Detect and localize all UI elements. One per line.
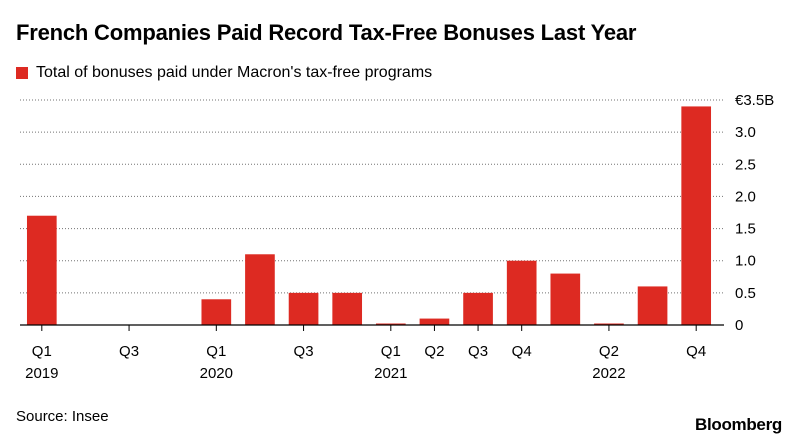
x-tick-year: 2019 [25, 365, 58, 382]
source-note: Source: Insee [16, 408, 109, 425]
x-tick-label: Q3 [294, 343, 314, 360]
bar [637, 286, 668, 325]
legend-label: Total of bonuses paid under Macron's tax… [36, 64, 433, 81]
legend-swatch [16, 67, 28, 79]
y-tick-label: 0 [735, 317, 743, 334]
bar [332, 292, 363, 325]
y-tick-label: 0.5 [735, 285, 756, 302]
bar [463, 292, 493, 325]
y-tick-label: 1.5 [735, 221, 756, 238]
x-tick-label: Q3 [468, 343, 488, 360]
y-tick-label: €3.5B [735, 92, 774, 109]
x-tick-year: 2022 [592, 365, 625, 382]
x-tick-year: 2020 [200, 365, 233, 382]
y-tick-label: 3.0 [735, 124, 756, 141]
bar [201, 299, 232, 325]
bar [245, 254, 275, 325]
bar [26, 215, 57, 325]
y-tick-label: 1.0 [735, 253, 756, 270]
x-tick-label: Q2 [424, 343, 444, 360]
bar [594, 323, 624, 325]
legend: Total of bonuses paid under Macron's tax… [16, 64, 432, 82]
y-tick-label: 2.0 [735, 188, 756, 205]
y-tick-label: 2.5 [735, 156, 756, 173]
x-tick-label: Q1 [32, 343, 52, 360]
bar [506, 260, 537, 325]
chart-title: French Companies Paid Record Tax-Free Bo… [16, 20, 637, 45]
bar [419, 318, 450, 325]
x-tick-label: Q2 [599, 343, 619, 360]
x-tick-label: Q4 [686, 343, 706, 360]
x-tick-year: 2021 [374, 365, 407, 382]
bloomberg-logo: Bloomberg [694, 415, 782, 434]
bar [550, 273, 581, 325]
x-tick-label: Q3 [119, 343, 139, 360]
bar [288, 292, 319, 325]
bar [681, 106, 712, 325]
x-tick-label: Q4 [512, 343, 532, 360]
x-tick-label: Q1 [381, 343, 401, 360]
x-tick-label: Q1 [206, 343, 226, 360]
bar [375, 323, 406, 325]
